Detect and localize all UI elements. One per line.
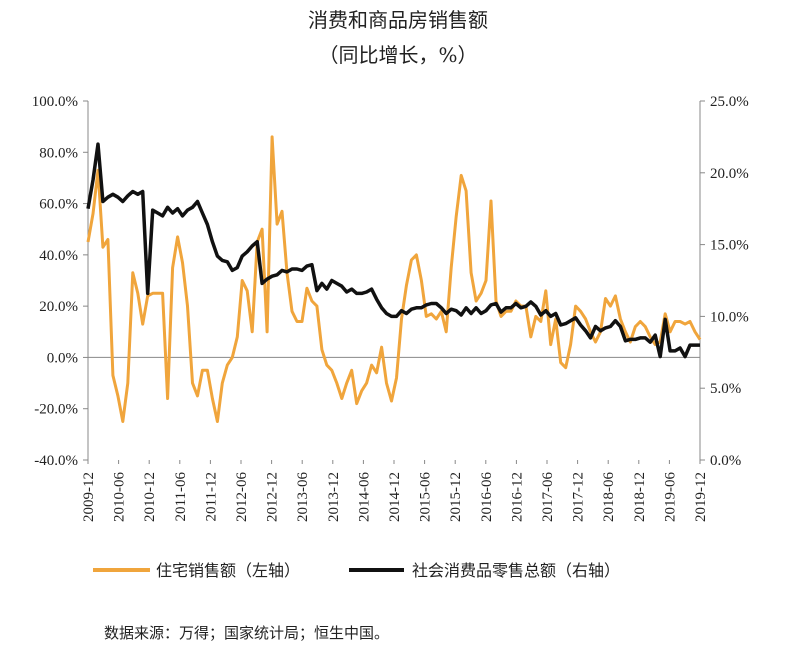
x-tick-label: 2015-06 — [418, 472, 434, 522]
x-tick-label: 2010-06 — [112, 472, 128, 522]
x-tick-label: 2013-06 — [295, 472, 311, 522]
left-y-tick-label: -20.0% — [34, 402, 78, 418]
legend-item-retail-sales: 社会消费品零售总额（右轴） — [349, 561, 620, 580]
x-tick-label: 2010-12 — [142, 472, 158, 522]
left-y-tick-label: 20.0% — [39, 299, 78, 315]
x-tick-label: 2013-12 — [326, 472, 342, 522]
left-y-axis: 100.0% 80.0% 60.0% 40.0% 20.0% 0.0% -20.0% -40.… — [32, 94, 88, 469]
x-tick-label: 2012-12 — [265, 472, 281, 522]
right-y-tick-label: 25.0% — [710, 94, 749, 110]
legend-item-residential-sales: 住宅销售额（左轴） — [93, 561, 300, 580]
x-tick-label: 2019-06 — [662, 472, 678, 522]
x-tick-label: 2014-06 — [356, 472, 372, 522]
retail-sales-line — [86, 142, 700, 359]
x-tick-label: 2011-12 — [203, 472, 219, 521]
left-y-tick-label: -40.0% — [34, 453, 78, 469]
residential-sales-line — [86, 135, 702, 423]
x-tick-label: 2017-12 — [571, 472, 587, 522]
chart-subtitle: （同比增长，%） — [318, 43, 477, 67]
x-tick-label: 2014-12 — [387, 472, 403, 522]
x-tick-label: 2009-12 — [81, 472, 97, 522]
left-y-tick-label: 80.0% — [39, 145, 78, 161]
right-y-tick-label: 0.0% — [710, 453, 741, 469]
right-y-tick-label: 20.0% — [710, 166, 749, 182]
series-layer — [86, 135, 702, 423]
right-y-tick-label: 15.0% — [710, 238, 749, 254]
left-y-tick-label: 40.0% — [39, 248, 78, 264]
legend-label-residential-sales: 住宅销售额（左轴） — [156, 561, 300, 580]
left-y-tick-label: 0.0% — [47, 350, 78, 366]
x-tick-label: 2011-06 — [173, 472, 189, 522]
x-tick-label: 2018-12 — [632, 472, 648, 522]
right-y-tick-label: 5.0% — [710, 381, 741, 397]
x-tick-label: 2016-06 — [479, 472, 495, 522]
x-tick-label: 2017-06 — [540, 472, 556, 522]
legend: 住宅销售额（左轴） 社会消费品零售总额（右轴） — [93, 561, 620, 580]
left-y-tick-label: 100.0% — [32, 94, 78, 110]
x-tick-label: 2018-06 — [601, 472, 617, 522]
source-note: 数据来源：万得；国家统计局；恒生中国。 — [104, 624, 389, 642]
x-tick-label: 2016-12 — [509, 472, 525, 522]
right-y-axis: 25.0% 20.0% 15.0% 10.0% 5.0% 0.0% — [700, 94, 749, 469]
chart-title: 消费和商品房销售额 — [308, 8, 488, 32]
plot-area: 100.0% 80.0% 60.0% 40.0% 20.0% 0.0% -20.0% -40.… — [32, 94, 749, 522]
x-tick-label: 2015-12 — [448, 472, 464, 522]
left-y-tick-label: 60.0% — [39, 197, 78, 213]
x-tick-label: 2012-06 — [234, 472, 250, 522]
right-y-tick-label: 10.0% — [710, 309, 749, 325]
x-tick-label: 2019-12 — [693, 472, 709, 522]
x-axis: 2009-12 2010-06 2010-12 2011-06 2011-12 2012-… — [81, 460, 709, 522]
legend-label-retail-sales: 社会消费品零售总额（右轴） — [412, 561, 620, 580]
